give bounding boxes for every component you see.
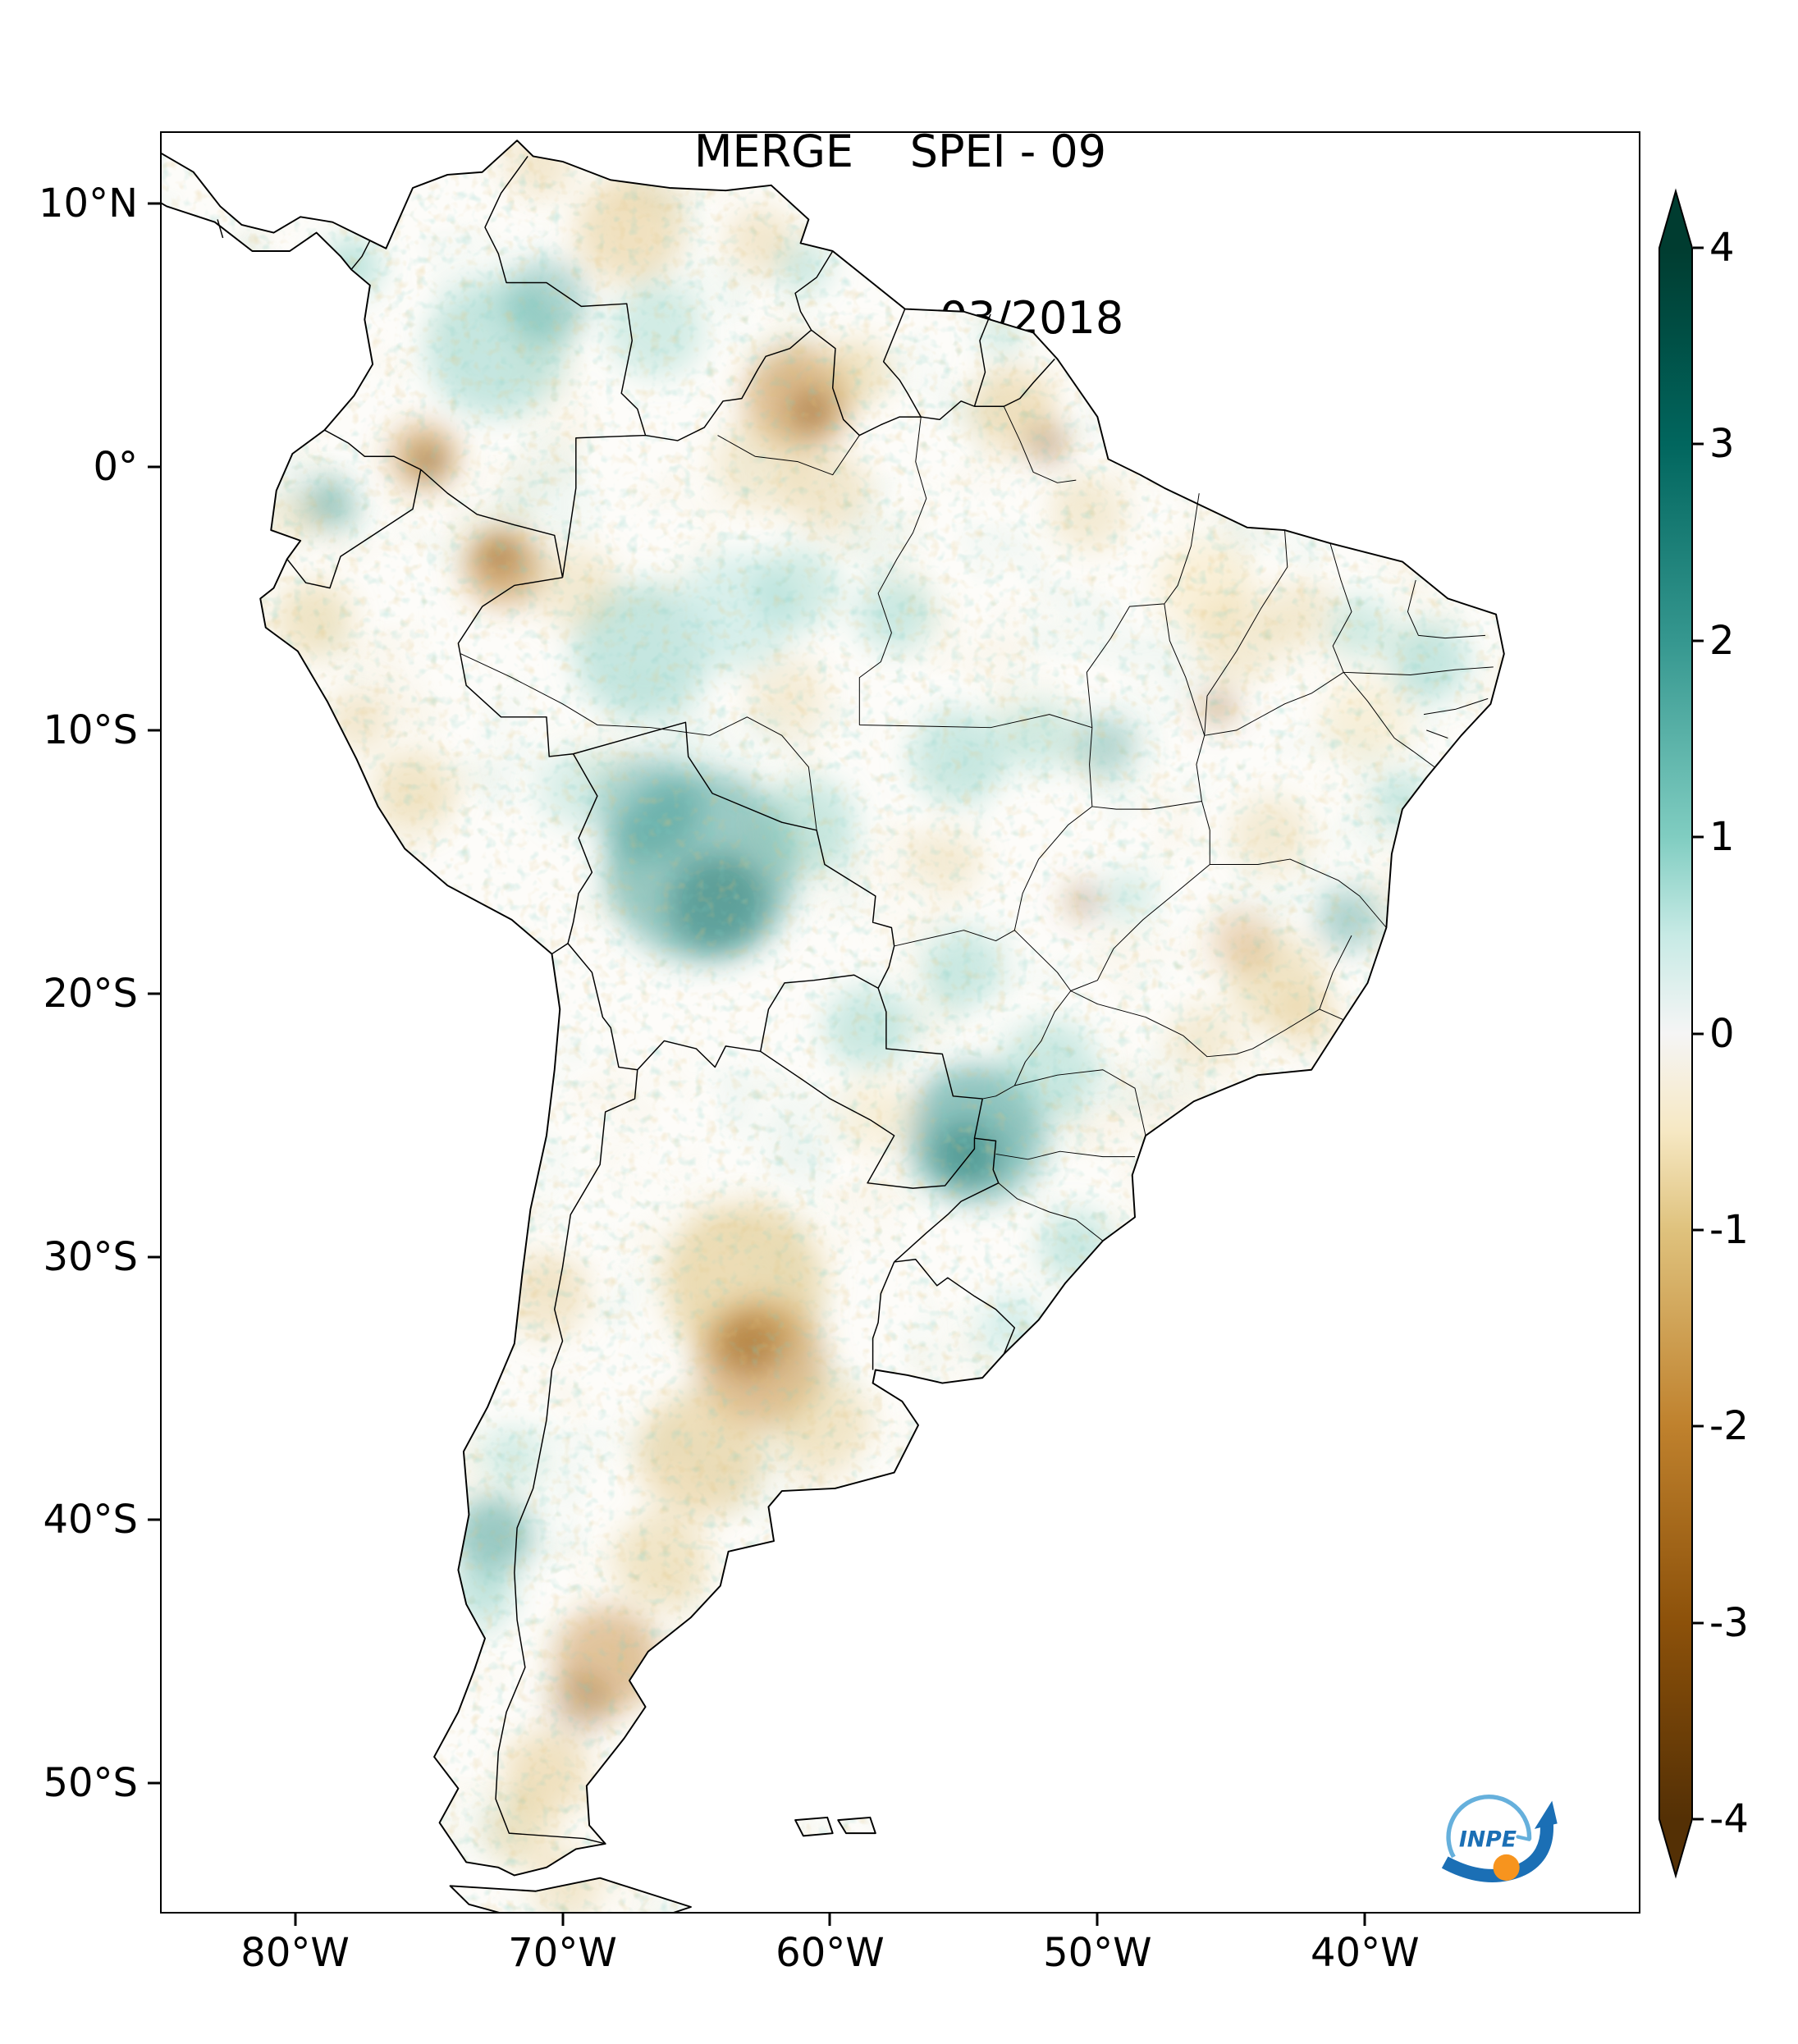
logo-thin-arc-arrowhead xyxy=(1516,1826,1531,1841)
colorbar-tick-label: -3 xyxy=(1709,1599,1749,1646)
inpe-logo: INPE xyxy=(1441,1795,1558,1882)
map-title: MERGE SPEI - 09 xyxy=(693,126,1107,177)
coastline xyxy=(160,139,1505,1914)
colorbar-tick-mark xyxy=(1693,835,1704,839)
colorbar-tick-label: 3 xyxy=(1709,421,1735,468)
y-tick-mark xyxy=(148,465,160,469)
logo-swoosh-arrow xyxy=(1441,1823,1553,1882)
x-tick-mark xyxy=(1096,1914,1099,1926)
colorbar-tick-label: 0 xyxy=(1709,1010,1735,1057)
x-tick-label: 50°W xyxy=(1043,1930,1152,1976)
colorbar-tick-label: 2 xyxy=(1709,617,1735,664)
y-tick-label: 40°S xyxy=(43,1497,138,1543)
colorbar-tick-mark xyxy=(1693,246,1704,249)
colorbar-gradient xyxy=(1658,188,1693,1879)
y-tick-label: 10°N xyxy=(39,181,138,227)
y-tick-mark xyxy=(148,202,160,205)
x-tick-mark xyxy=(828,1914,831,1926)
colorbar xyxy=(1658,188,1693,1879)
x-tick-label: 70°W xyxy=(508,1930,617,1976)
colorbar-tick-mark xyxy=(1693,639,1704,642)
y-tick-label: 10°S xyxy=(43,706,138,753)
y-tick-label: 0° xyxy=(93,444,138,491)
colorbar-tick-mark xyxy=(1693,1424,1704,1428)
inpe-logo-text: INPE xyxy=(1459,1827,1517,1852)
x-tick-label: 60°W xyxy=(775,1930,885,1976)
x-tick-label: 40°W xyxy=(1311,1930,1420,1976)
colorbar-tick-mark xyxy=(1693,1032,1704,1035)
y-tick-label: 30°S xyxy=(43,1233,138,1280)
x-tick-mark xyxy=(1363,1914,1366,1926)
x-tick-label: 80°W xyxy=(240,1930,350,1976)
south-america-map xyxy=(160,138,1505,1914)
brazil-state-borders xyxy=(460,406,1494,1241)
x-tick-mark xyxy=(294,1914,297,1926)
y-tick-mark xyxy=(148,1781,160,1785)
y-tick-mark xyxy=(148,1255,160,1259)
spei-field xyxy=(160,138,1504,1914)
logo-swoosh-arrowhead xyxy=(1534,1800,1558,1829)
colorbar-tick-label: -1 xyxy=(1709,1206,1749,1253)
colorbar-tick-mark xyxy=(1693,1818,1704,1821)
y-tick-label: 20°S xyxy=(43,970,138,1017)
logo-orange-sphere xyxy=(1493,1854,1520,1882)
colorbar-tick-label: -2 xyxy=(1709,1403,1749,1450)
y-tick-mark xyxy=(148,1518,160,1521)
y-tick-label: 50°S xyxy=(43,1760,138,1807)
colorbar-tick-mark xyxy=(1693,1621,1704,1625)
colorbar-tick-label: 1 xyxy=(1709,814,1735,861)
colorbar-tick-label: 4 xyxy=(1709,225,1735,271)
country-borders xyxy=(217,156,1055,1845)
colorbar-tick-mark xyxy=(1693,1228,1704,1232)
y-tick-mark xyxy=(148,992,160,995)
x-tick-mark xyxy=(561,1914,565,1926)
logo-thin-orbit-arc xyxy=(1446,1795,1532,1859)
y-tick-mark xyxy=(148,729,160,732)
colorbar-tick-mark xyxy=(1693,442,1704,446)
colorbar-tick-label: -4 xyxy=(1709,1796,1749,1842)
